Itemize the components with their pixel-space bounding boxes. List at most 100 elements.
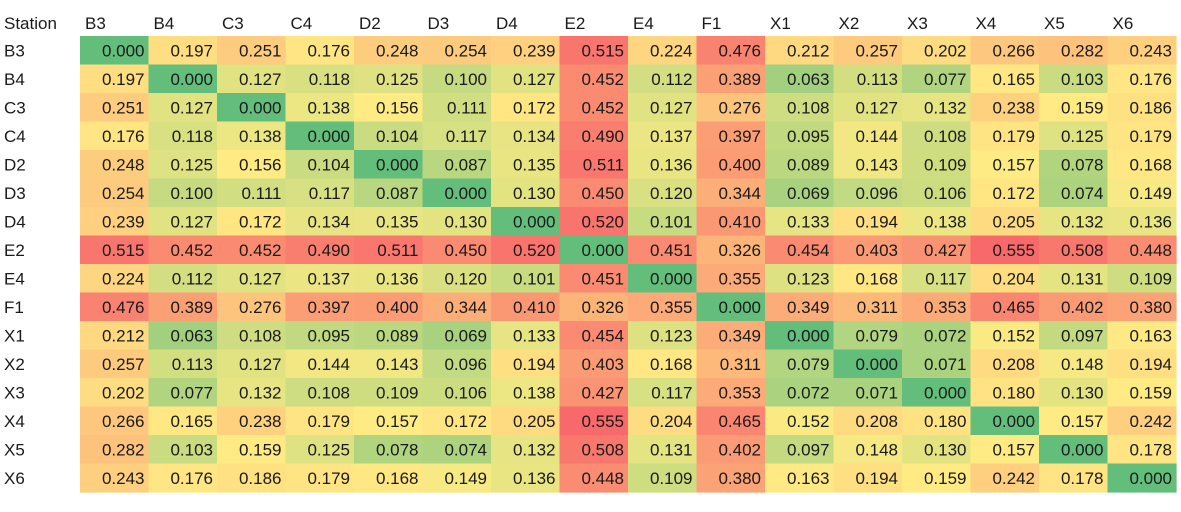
cell-value-label: 0.136: [513, 469, 556, 488]
heatmap-cell-c4-b3: [80, 121, 150, 151]
heatmap-cell-c4-x1: [765, 121, 835, 151]
heatmap-cell-e2-x6: [1107, 235, 1177, 265]
cell-value-label: 0.074: [444, 440, 487, 459]
cell-value-label: 0.257: [855, 41, 898, 60]
row-header-d3: D3: [4, 184, 26, 203]
cell-value-label: 0.172: [513, 98, 556, 117]
cell-value-label: 0.410: [718, 212, 761, 231]
heatmap-cell-b4-x6: [1107, 64, 1177, 94]
cell-value-label: 0.176: [1129, 70, 1172, 89]
heatmap-cell-d4-x6: [1107, 207, 1177, 237]
heatmap-cell-e2-e4: [628, 235, 698, 265]
cell-value-label: 0.127: [170, 212, 213, 231]
heatmap-cell-x1-d4: [491, 321, 561, 351]
heatmap-cell-b3-e2: [559, 36, 629, 66]
cell-value-label: 0.071: [924, 355, 967, 374]
heatmap-cell-x2-d4: [491, 349, 561, 379]
cell-value-label: 0.000: [581, 241, 624, 260]
heatmap-cell-x3-e4: [628, 378, 698, 408]
heatmap-cell-e2-x5: [1039, 235, 1109, 265]
cell-value-label: 0.242: [992, 469, 1035, 488]
cell-value-label: 0.448: [1129, 241, 1172, 260]
cell-value-label: 0.112: [172, 269, 213, 288]
cell-value-label: 0.117: [651, 383, 692, 402]
heatmap-cell-x6-e4: [628, 463, 698, 493]
cell-value-label: 0.123: [650, 326, 693, 345]
heatmap-cell-b3-x1: [765, 36, 835, 66]
heatmap-cell-f1-x4: [970, 292, 1040, 322]
heatmap-cell-e2-e2: [559, 235, 629, 265]
cell-value-label: 0.251: [102, 98, 145, 117]
cell-value-label: 0.168: [650, 355, 693, 374]
cell-value-label: 0.156: [239, 155, 282, 174]
cell-value-label: 0.159: [924, 469, 967, 488]
cell-value-label: 0.511: [377, 241, 418, 260]
heatmap-cell-x5-b4: [148, 435, 218, 465]
heatmap-cell-b3-x6: [1107, 36, 1177, 66]
heatmap-cell-x3-x6: [1107, 378, 1177, 408]
cell-value-label: 0.180: [924, 412, 967, 431]
cell-value-label: 0.120: [650, 184, 693, 203]
cell-value-label: 0.156: [376, 98, 419, 117]
cell-value-label: 0.109: [376, 383, 419, 402]
cell-value-label: 0.131: [650, 440, 693, 459]
cell-value-label: 0.555: [581, 412, 624, 431]
heatmap-cell-x6-b4: [148, 463, 218, 493]
cell-value-label: 0.163: [1129, 326, 1172, 345]
cell-value-label: 0.117: [925, 269, 966, 288]
cell-value-label: 0.520: [513, 241, 556, 260]
cell-value-label: 0.282: [102, 440, 145, 459]
cell-value-label: 0.454: [787, 241, 830, 260]
heatmap-cell-c3-d3: [422, 93, 492, 123]
cell-value-label: 0.148: [1061, 355, 1104, 374]
heatmap-cell-c4-x6: [1107, 121, 1177, 151]
cell-value-label: 0.127: [650, 98, 693, 117]
heatmap-cell-c3-b3: [80, 93, 150, 123]
row-headers: B3 B4 C3 C4 D2 D3 D4 E2 E4 F1 X1 X2 X3 X4 X5 X6: [4, 41, 26, 488]
cell-value-label: 0.118: [172, 127, 213, 146]
row-header-x6: X6: [4, 469, 25, 488]
cell-value-label: 0.508: [581, 440, 624, 459]
heatmap-cell-x2-b3: [80, 349, 150, 379]
heatmap-cell-c3-x5: [1039, 93, 1109, 123]
cell-value-label: 0.138: [924, 212, 967, 231]
heatmap-cell-x5-d2: [354, 435, 424, 465]
heatmap-cell-d2-d4: [491, 150, 561, 180]
cell-value-label: 0.276: [718, 98, 761, 117]
cell-value-label: 0.101: [650, 212, 693, 231]
cell-value-label: 0.520: [581, 212, 624, 231]
heatmap-cell-b3-x2: [833, 36, 903, 66]
cell-value-label: 0.212: [102, 326, 145, 345]
cell-value-label: 0.112: [651, 70, 692, 89]
cell-value-label: 0.000: [718, 298, 761, 317]
cell-value-label: 0.400: [718, 155, 761, 174]
heatmap-cell-e2-d2: [354, 235, 424, 265]
cell-value-label: 0.476: [718, 41, 761, 60]
heatmap-cell-f1-x5: [1039, 292, 1109, 322]
heatmap-cell-x2-d2: [354, 349, 424, 379]
cell-value-label: 0.239: [513, 41, 556, 60]
heatmap-cell-e4-d4: [491, 264, 561, 294]
heatmap-cell-x1-x1: [765, 321, 835, 351]
heatmap-cell-d3-c3: [217, 178, 287, 208]
cell-value-label: 0.123: [787, 269, 830, 288]
heatmap-cell-b4-e2: [559, 64, 629, 94]
cell-value-label: 0.451: [650, 241, 693, 260]
heatmap-cell-x3-x5: [1039, 378, 1109, 408]
cell-value-label: 0.168: [376, 469, 419, 488]
heatmap-cell-b4-x4: [970, 64, 1040, 94]
heatmap-cell-b3-c3: [217, 36, 287, 66]
heatmap-cell-f1-e2: [559, 292, 629, 322]
heatmap-cell-x1-c4: [285, 321, 355, 351]
cell-value-label: 0.100: [170, 184, 213, 203]
cell-value-label: 0.000: [1061, 440, 1104, 459]
heatmap-cell-b3-d3: [422, 36, 492, 66]
column-header-d2: D2: [359, 14, 381, 33]
heatmap-cell-d4-c3: [217, 207, 287, 237]
heatmap-cell-d2-x3: [902, 150, 972, 180]
cell-value-label: 0.224: [650, 41, 693, 60]
cell-value-label: 0.069: [444, 326, 487, 345]
heatmap-cell-x5-x4: [970, 435, 1040, 465]
heatmap-cell-d3-x3: [902, 178, 972, 208]
heatmap-cell-x2-x6: [1107, 349, 1177, 379]
